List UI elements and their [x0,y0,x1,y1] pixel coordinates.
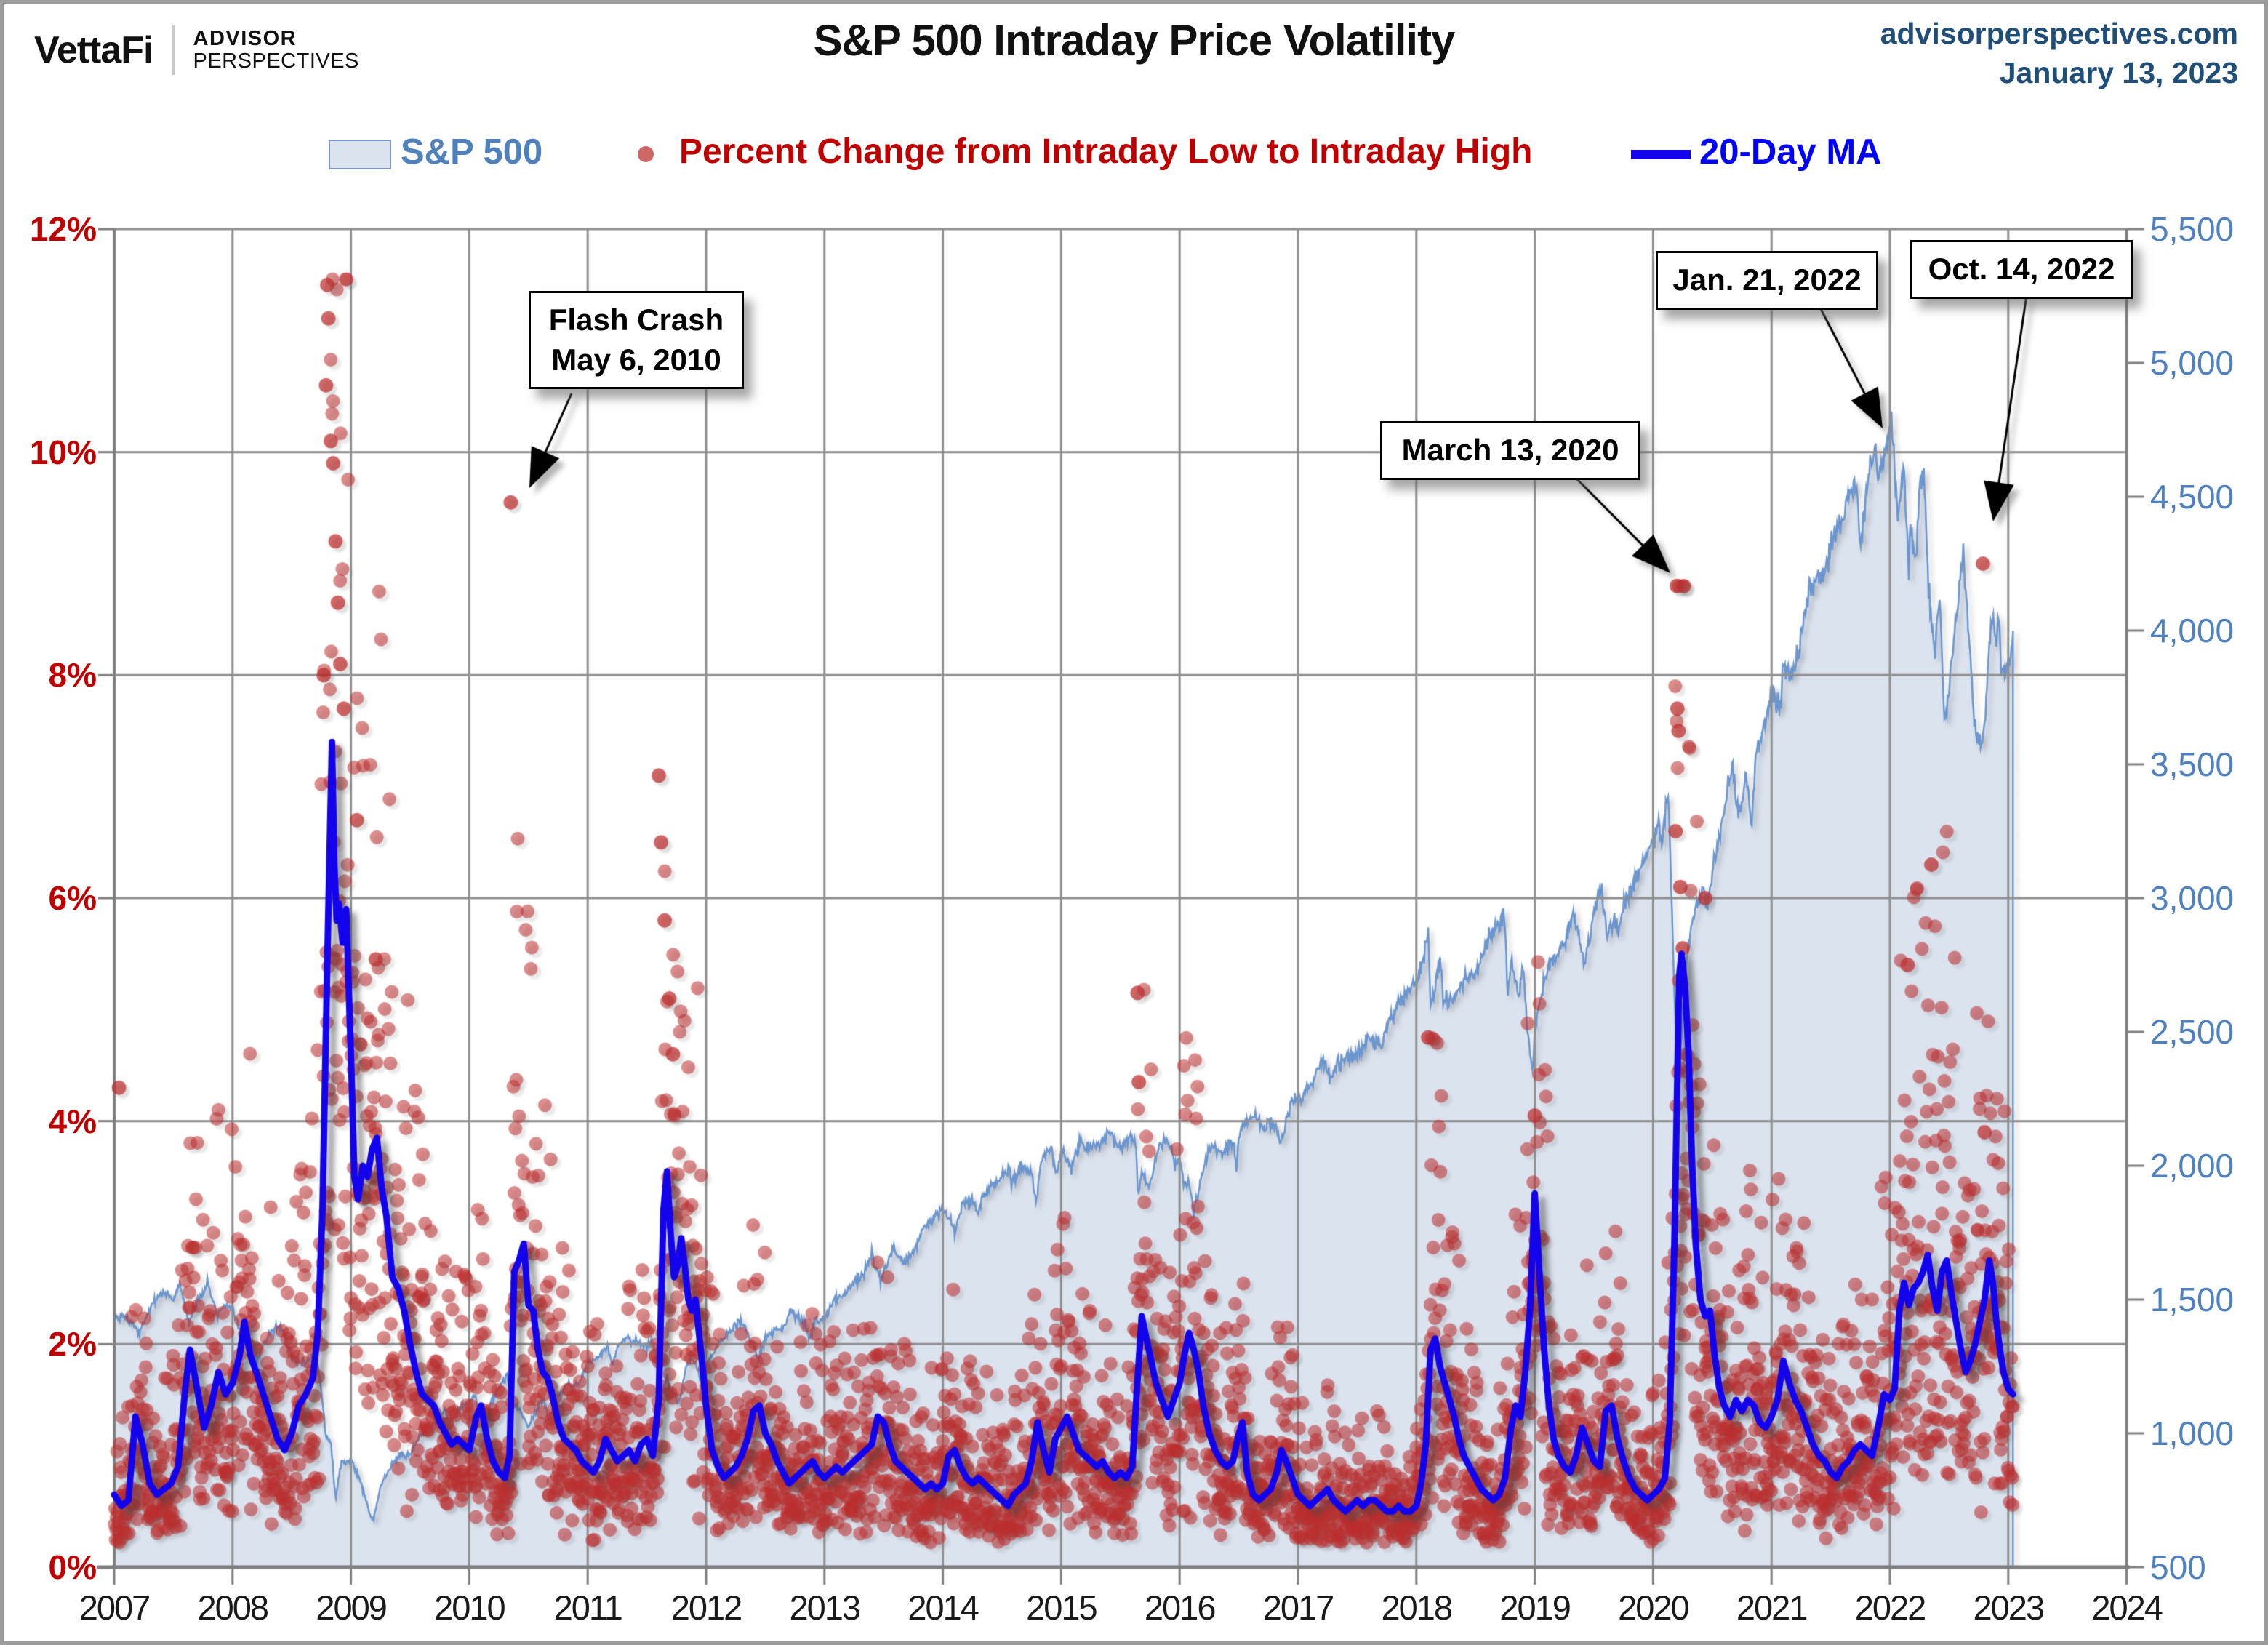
annotation-box-march-13-2020: March 13, 2020 [1380,421,1640,480]
annotation-box-flash-crash: Flash Crash May 6, 2010 [529,291,744,390]
annotation-box-oct-14-2022: Oct. 14, 2022 [1910,240,2133,299]
annotation-text: Flash Crash [548,303,724,337]
x-axis-tick-2012: 2012 [670,1588,743,1627]
x-axis-tick-2011: 2011 [553,1588,623,1627]
x-axis-tick-2024: 2024 [2091,1588,2163,1627]
legend-sp500-label: S&P 500 [401,132,543,172]
right-axis-tick-4500: 4,500 [2150,478,2235,516]
vettafi-logo: VettaFi [34,29,153,71]
annotation-box-jan-21-2022: Jan. 21, 2022 [1656,251,1878,310]
left-axis-tick-4%: 4% [48,1102,97,1140]
right-axis-tick-2500: 2,500 [2150,1013,2235,1051]
logo-line-advisor: ADVISOR [193,26,297,50]
x-axis-tick-2023: 2023 [1973,1588,2045,1627]
right-axis-tick-3500: 3,500 [2150,745,2235,783]
x-axis-tick-2018: 2018 [1381,1588,1454,1627]
x-axis-tick-2007: 2007 [79,1588,151,1627]
x-axis-tick-2020: 2020 [1618,1588,1690,1627]
left-axis-tick-2%: 2% [48,1325,97,1364]
x-axis-tick-2009: 2009 [316,1588,388,1627]
x-axis-tick-2017: 2017 [1262,1588,1335,1627]
right-axis-tick-500: 500 [2150,1548,2206,1586]
right-axis-tick-5000: 5,000 [2150,344,2235,382]
left-axis-tick-12%: 12% [29,210,97,249]
left-axis-tick-0%: 0% [48,1548,97,1586]
left-axis-tick-10%: 10% [29,433,97,471]
legend-percent-change-label: Percent Change from Intraday Low to Intr… [679,132,1533,171]
annotation-text: Oct. 14, 2022 [1928,252,2115,286]
legend-20day-ma-label: 20-Day MA [1699,132,1882,172]
right-axis-tick-1000: 1,000 [2150,1414,2235,1452]
site-url: advisorperspectives.com [1880,17,2238,50]
annotation-text: March 13, 2020 [1401,433,1619,467]
legend-scatter-dot-icon [638,146,654,162]
right-axis-tick-4000: 4,000 [2150,612,2235,649]
x-axis-tick-2014: 2014 [907,1588,979,1627]
logo-line-perspectives: PERSPECTIVES [193,49,359,73]
legend-sp500-swatch [329,140,391,169]
logo-divider [172,25,175,75]
left-axis-tick-6%: 6% [48,879,97,918]
volatility-chart-canvas [4,4,2264,1641]
right-axis-tick-5500: 5,500 [2150,210,2235,248]
right-axis-tick-1500: 1,500 [2150,1281,2235,1318]
x-axis-tick-2015: 2015 [1026,1588,1098,1627]
right-axis-tick-3000: 3,000 [2150,879,2235,917]
x-axis-tick-2021: 2021 [1736,1588,1808,1627]
legend-ma-line-icon [1631,150,1691,159]
annotation-text: May 6, 2010 [551,342,721,377]
chart-date: January 13, 2023 [1999,56,2238,89]
x-axis-tick-2019: 2019 [1499,1588,1571,1627]
page-title: S&P 500 Intraday Price Volatility [813,16,1456,65]
advisor-perspectives-logo: ADVISOR PERSPECTIVES [193,26,359,73]
vettafi-advisor-perspectives-logo: VettaFi ADVISOR PERSPECTIVES [34,25,359,75]
annotation-text: Jan. 21, 2022 [1672,263,1862,297]
left-axis-tick-8%: 8% [48,656,97,695]
x-axis-tick-2008: 2008 [197,1588,270,1627]
x-axis-tick-2010: 2010 [434,1588,506,1627]
right-axis-tick-2000: 2,000 [2150,1147,2235,1185]
x-axis-tick-2022: 2022 [1854,1588,1927,1627]
x-axis-tick-2013: 2013 [789,1588,862,1627]
x-axis-tick-2016: 2016 [1144,1588,1217,1627]
